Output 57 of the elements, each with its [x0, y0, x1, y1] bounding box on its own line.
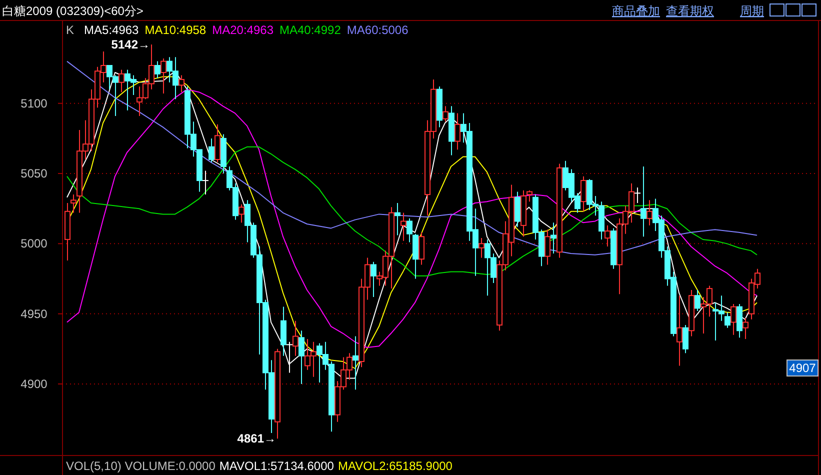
text: 商品叠加 — [612, 4, 660, 18]
candlestick — [646, 200, 652, 226]
line-series — [66, 60, 758, 256]
y-tick-label: 5100 — [20, 96, 48, 110]
candlestick — [514, 191, 520, 228]
candlestick — [640, 166, 646, 238]
candlestick — [724, 312, 730, 328]
candlestick — [238, 204, 244, 224]
candlestick — [742, 318, 748, 340]
candlestick — [676, 295, 682, 366]
y-tick-label: 4900 — [20, 376, 48, 391]
candlestick — [292, 320, 298, 356]
text: MAVOL2:65185.9000 — [338, 459, 453, 473]
y-tick-label: 4950 — [20, 306, 48, 321]
candlestick — [406, 218, 412, 243]
candlestick — [70, 194, 76, 214]
candlestick — [478, 238, 484, 258]
candlestick — [580, 176, 586, 212]
candlestick — [202, 170, 209, 196]
candlestick — [412, 233, 418, 280]
legend: K MA5:4963 MA10:4958 MA20:4963 MA40:4992 MA60:5006 — [66, 23, 408, 37]
annotation: 5142→ — [111, 37, 150, 52]
candlestick — [118, 69, 124, 93]
candlestick — [160, 58, 166, 94]
candlestick — [286, 341, 293, 374]
candlestick — [694, 289, 700, 312]
candlestick — [154, 60, 160, 79]
candlestick — [682, 324, 688, 354]
candlestick — [370, 261, 376, 298]
candlestick — [418, 232, 424, 266]
candlestick — [178, 74, 184, 93]
text: 查看期权 — [666, 4, 714, 18]
candlestick — [730, 303, 736, 336]
candlestick — [604, 224, 610, 247]
candlestick — [634, 187, 641, 204]
text: 周期 — [740, 4, 764, 18]
text: VOL(5,10) VOLUME:0.0000 — [66, 459, 216, 473]
candlestick — [442, 106, 448, 122]
candlestick — [280, 306, 286, 356]
line-series — [66, 146, 758, 276]
text: MAVOL1:57134.6000 — [219, 459, 334, 473]
candlestick — [208, 138, 214, 163]
chart-title: 白糖2009 (032309)<60分> — [2, 4, 144, 18]
candlestick — [544, 229, 550, 266]
y-tick-label: 5000 — [20, 236, 48, 251]
y-tick-label: 5050 — [20, 166, 48, 181]
candlestick — [454, 112, 460, 150]
candlestick — [736, 303, 742, 338]
candlestick — [298, 330, 304, 384]
candlestick — [526, 190, 532, 202]
candlestick — [352, 336, 358, 390]
candlestick — [550, 222, 556, 254]
candlestick — [214, 124, 220, 163]
annotation: 4861→ — [237, 432, 276, 446]
price-label: 4907 — [786, 360, 818, 376]
candlestick — [394, 202, 400, 236]
candlestick — [400, 212, 406, 242]
